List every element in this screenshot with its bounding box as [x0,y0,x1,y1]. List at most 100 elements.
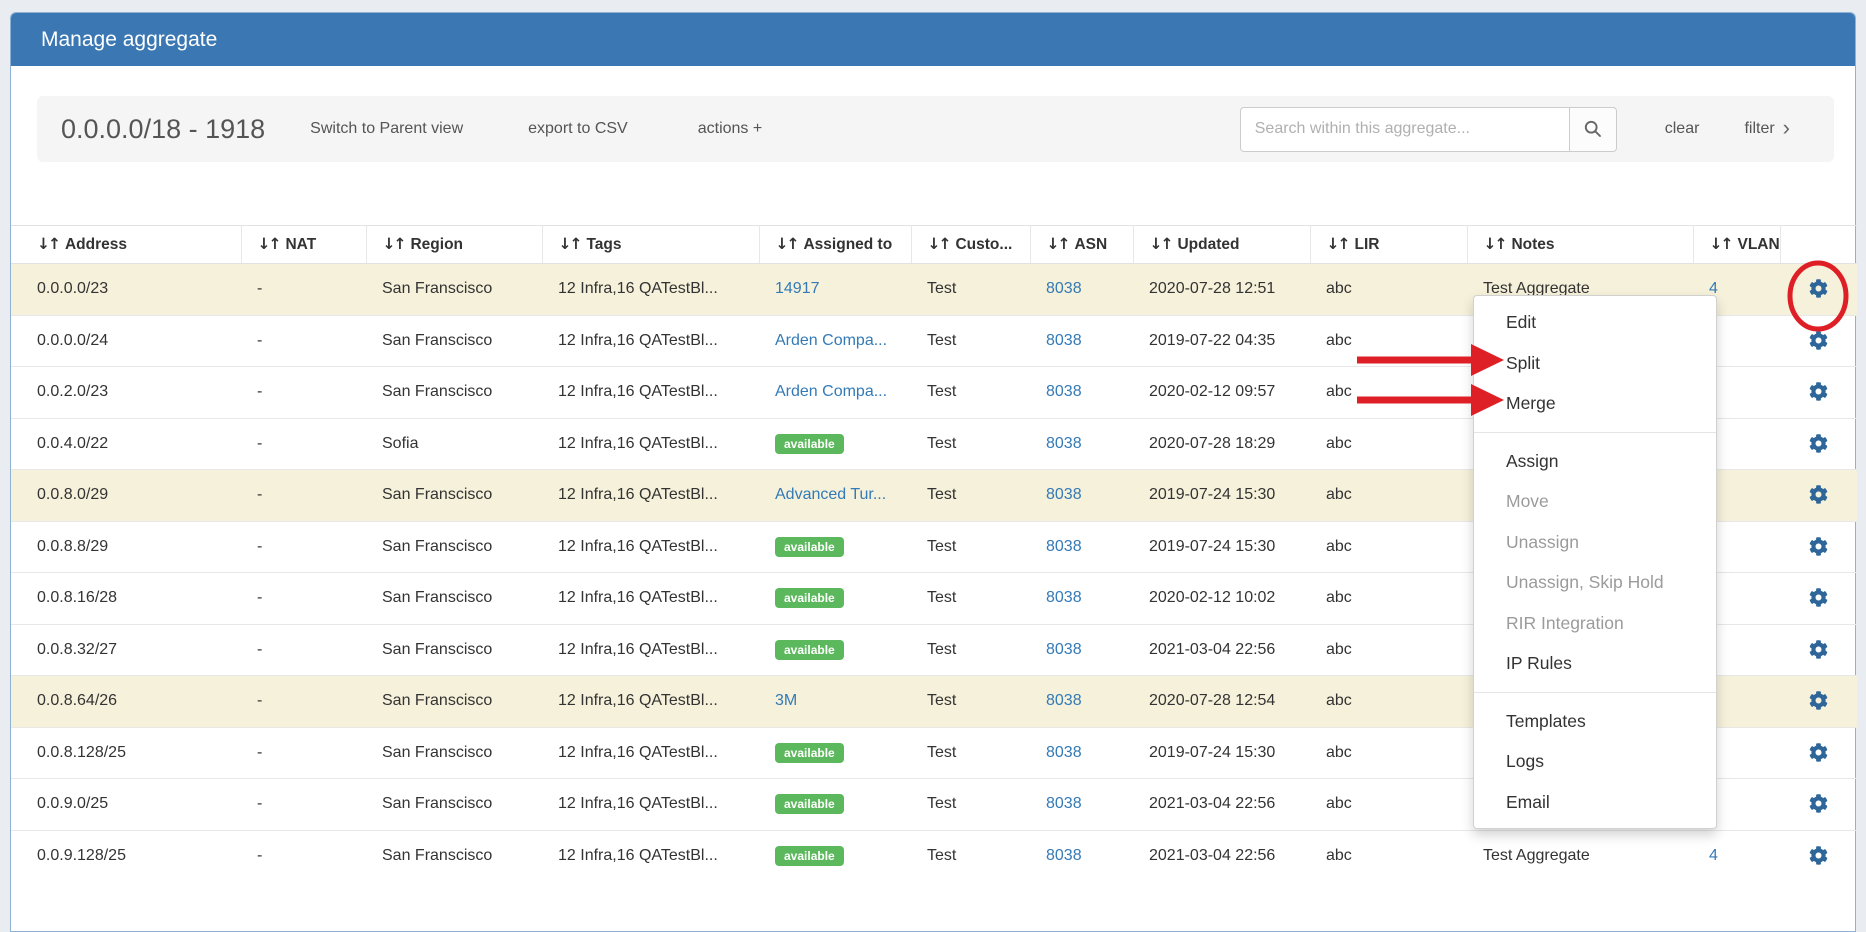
asn-link[interactable]: 8038 [1046,589,1082,606]
row-gear-button[interactable] [1805,584,1832,611]
col-header-asn[interactable]: ↓↑ASN [1030,226,1133,264]
cell-address: 0.0.0.0/23 [11,264,241,316]
col-header-vlan[interactable]: ↓↑VLAN [1693,226,1780,264]
assigned-link[interactable]: 3M [775,692,797,709]
actions-menu-link[interactable]: actions + [698,120,762,138]
cell-asn: 8038 [1030,779,1133,831]
asn-link[interactable]: 8038 [1046,332,1082,349]
asn-link[interactable]: 8038 [1046,692,1082,709]
cell-tags: 12 Infra,16 QATestBl... [542,315,759,367]
menu-divider [1474,432,1716,433]
cell-asn: 8038 [1030,727,1133,779]
row-gear-button[interactable] [1805,790,1832,817]
col-header-assigned_to[interactable]: ↓↑Assigned to [759,226,911,264]
row-gear-button[interactable] [1805,327,1832,354]
cell-customer: Test [911,418,1030,470]
col-header-region[interactable]: ↓↑Region [366,226,542,264]
col-header-tags[interactable]: ↓↑Tags [542,226,759,264]
search-group [1240,107,1617,152]
col-header-notes[interactable]: ↓↑Notes [1467,226,1693,264]
cell-region: Sofia [366,418,542,470]
cell-updated: 2019-07-24 15:30 [1133,727,1310,779]
available-badge: available [775,434,844,454]
asn-link[interactable]: 8038 [1046,641,1082,658]
cell-nat: - [241,470,366,522]
cell-nat: - [241,727,366,779]
col-header-updated[interactable]: ↓↑Updated [1133,226,1310,264]
asn-link[interactable]: 8038 [1046,744,1082,761]
cell-address: 0.0.8.32/27 [11,624,241,676]
cell-updated: 2019-07-24 15:30 [1133,521,1310,573]
menu-item-split[interactable]: Split [1474,343,1716,384]
row-gear-button[interactable] [1805,275,1832,302]
cell-actions [1780,727,1857,779]
cell-region: San Franscisco [366,264,542,316]
row-gear-button[interactable] [1805,533,1832,560]
cell-assigned-to: Arden Compa... [759,367,911,419]
assigned-link[interactable]: Arden Compa... [775,383,887,400]
menu-item-ip-rules[interactable]: IP Rules [1474,643,1716,684]
filter-link[interactable]: filter › [1744,118,1790,140]
cell-nat: - [241,367,366,419]
cell-region: San Franscisco [366,727,542,779]
sort-icon: ↓↑ [1150,235,1172,253]
search-input[interactable] [1240,107,1570,152]
search-button[interactable] [1570,107,1617,152]
menu-item-merge[interactable]: Merge [1474,383,1716,424]
cell-address: 0.0.0.0/24 [11,315,241,367]
cell-assigned-to: 3M [759,676,911,728]
cell-lir: abc [1310,676,1467,728]
menu-item-assign[interactable]: Assign [1474,441,1716,482]
gear-icon [1809,279,1828,298]
cell-assigned-to: available [759,573,911,625]
cell-assigned-to: available [759,624,911,676]
menu-item-email[interactable]: Email [1474,782,1716,823]
cell-region: San Franscisco [366,830,542,882]
asn-link[interactable]: 8038 [1046,383,1082,400]
cell-updated: 2020-02-12 09:57 [1133,367,1310,419]
assigned-link[interactable]: Arden Compa... [775,332,887,349]
cell-notes: Test Aggregate [1467,830,1693,882]
cell-customer: Test [911,315,1030,367]
vlan-link[interactable]: 4 [1709,847,1718,864]
col-header-actions [1780,226,1857,264]
assigned-link[interactable]: 14917 [775,280,820,297]
row-gear-button[interactable] [1805,636,1832,663]
col-header-address[interactable]: ↓↑Address [11,226,241,264]
asn-link[interactable]: 8038 [1046,538,1082,555]
assigned-link[interactable]: Advanced Tur... [775,486,886,503]
table-row: 0.0.9.128/25-San Franscisco12 Infra,16 Q… [11,830,1857,882]
row-gear-button[interactable] [1805,687,1832,714]
row-gear-button[interactable] [1805,842,1832,869]
menu-item-unassign: Unassign [1474,522,1716,563]
cell-nat: - [241,676,366,728]
cell-actions [1780,418,1857,470]
export-csv-link[interactable]: export to CSV [528,120,628,138]
clear-link[interactable]: clear [1665,120,1700,138]
cell-customer: Test [911,470,1030,522]
cell-lir: abc [1310,367,1467,419]
col-header-lir[interactable]: ↓↑LIR [1310,226,1467,264]
row-gear-button[interactable] [1805,481,1832,508]
cell-region: San Franscisco [366,367,542,419]
cell-asn: 8038 [1030,418,1133,470]
cell-region: San Franscisco [366,676,542,728]
row-gear-button[interactable] [1805,378,1832,405]
asn-link[interactable]: 8038 [1046,280,1082,297]
row-gear-button[interactable] [1805,430,1832,457]
cell-assigned-to: available [759,779,911,831]
cell-actions [1780,779,1857,831]
menu-item-templates[interactable]: Templates [1474,701,1716,742]
menu-item-edit[interactable]: Edit [1474,302,1716,343]
row-gear-button[interactable] [1805,739,1832,766]
menu-item-logs[interactable]: Logs [1474,741,1716,782]
col-header-customer[interactable]: ↓↑Custo... [911,226,1030,264]
asn-link[interactable]: 8038 [1046,435,1082,452]
col-header-nat[interactable]: ↓↑NAT [241,226,366,264]
cell-lir: abc [1310,418,1467,470]
asn-link[interactable]: 8038 [1046,486,1082,503]
switch-parent-view-link[interactable]: Switch to Parent view [310,120,463,138]
cell-nat: - [241,264,366,316]
asn-link[interactable]: 8038 [1046,795,1082,812]
asn-link[interactable]: 8038 [1046,847,1082,864]
